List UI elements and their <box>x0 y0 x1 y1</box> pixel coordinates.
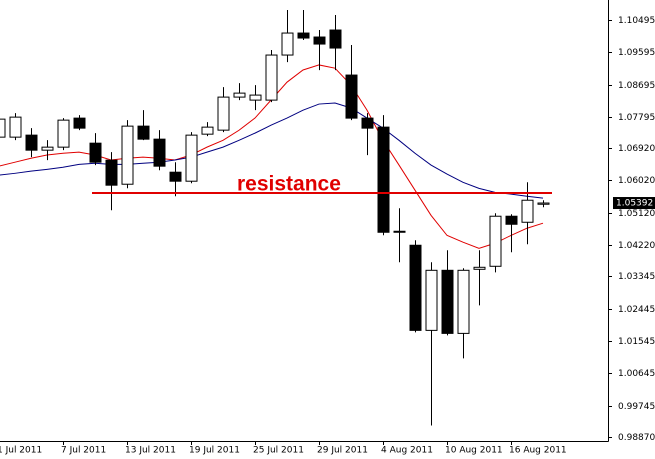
candle-body <box>473 266 486 270</box>
annotation-text: resistance <box>237 173 341 196</box>
candle-body <box>489 215 502 267</box>
candle-body <box>345 74 358 119</box>
candle-body <box>281 32 294 56</box>
moving-average <box>0 102 544 199</box>
candle-body <box>41 146 54 151</box>
y-tick-label: 0.99745 <box>618 402 655 412</box>
candle-body <box>185 134 198 182</box>
candle-body <box>521 199 534 223</box>
y-tick-label: 1.09595 <box>618 48 655 58</box>
y-tick-label: 1.01545 <box>618 337 655 347</box>
y-tick-label: 1.03345 <box>618 272 655 282</box>
candle-body <box>233 92 246 98</box>
candle-body <box>297 32 310 39</box>
candle-body <box>425 269 438 331</box>
y-tick-label: 1.04220 <box>618 241 655 251</box>
candle-body <box>265 54 278 101</box>
last-price-box <box>613 197 655 210</box>
candle-body <box>169 171 182 182</box>
y-tick-label: 1.02445 <box>618 305 655 315</box>
y-tick-label: 1.07795 <box>618 113 655 123</box>
x-tick-label: 7 Jul 2011 <box>61 446 106 456</box>
last-price-label: 1.05392 <box>616 199 653 209</box>
x-tick-label: 19 Jul 2011 <box>189 446 240 456</box>
candle-body <box>409 244 422 331</box>
y-tick-label: 1.06020 <box>618 176 655 186</box>
x-tick-label: 13 Jul 2011 <box>125 446 176 456</box>
candle-body <box>457 269 470 334</box>
y-tick-label: 1.05120 <box>618 209 655 219</box>
candle-body <box>57 119 70 148</box>
y-tick-label: 1.10495 <box>618 16 655 26</box>
y-tick-label: 1.00645 <box>618 369 655 379</box>
x-tick-label: 25 Jul 2011 <box>253 446 304 456</box>
candle-body <box>25 134 38 151</box>
candle-body <box>121 125 134 185</box>
candle-body <box>0 118 6 138</box>
candle-body <box>377 126 390 233</box>
candle-body <box>201 126 214 135</box>
candle-body <box>9 116 22 138</box>
x-tick-label: 29 Jul 2011 <box>317 446 368 456</box>
candle-body <box>249 94 262 101</box>
x-tick-label: 16 Aug 2011 <box>509 446 567 456</box>
candle-body <box>137 125 150 140</box>
candle-body <box>441 269 454 334</box>
candle-body <box>361 117 374 129</box>
candle-body <box>393 230 406 233</box>
candle-body <box>313 36 326 45</box>
candle-body <box>329 29 342 49</box>
candle-body <box>73 117 86 129</box>
candle-body <box>537 202 550 205</box>
x-tick-label: 4 Aug 2011 <box>381 446 433 456</box>
candle-body <box>105 159 118 186</box>
x-tick-label: 1 Jul 2011 <box>0 446 42 456</box>
candle-body <box>505 215 518 225</box>
candle-body <box>89 142 102 163</box>
y-tick-label: 1.06920 <box>618 144 655 154</box>
y-tick-label: 1.08695 <box>618 81 655 91</box>
candle-body <box>217 96 230 131</box>
x-tick-label: 10 Aug 2011 <box>445 446 503 456</box>
y-tick-label: 0.98870 <box>618 433 655 443</box>
candle-body <box>153 138 166 167</box>
